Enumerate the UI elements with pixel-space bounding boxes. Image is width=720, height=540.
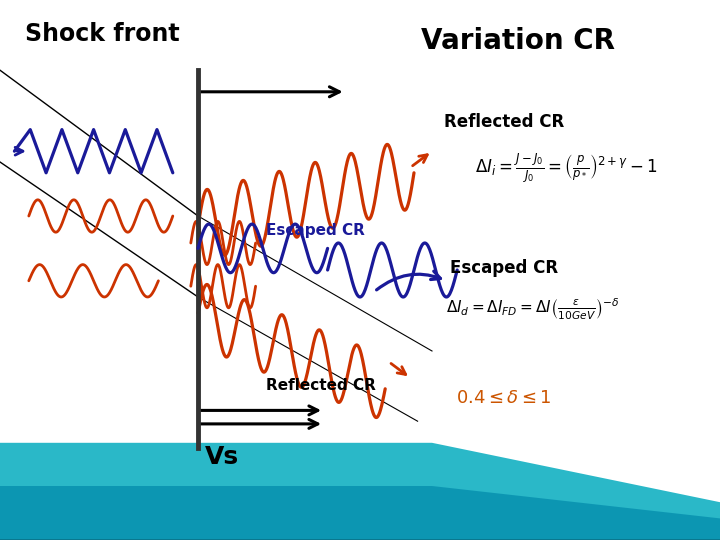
Polygon shape [0,443,720,540]
Text: $\Delta I_d = \Delta I_{FD} = \Delta I\left(\frac{\varepsilon}{10GeV}\right)^{-\: $\Delta I_d = \Delta I_{FD} = \Delta I\l… [446,297,620,322]
Polygon shape [0,486,720,540]
Text: Escaped CR: Escaped CR [450,259,558,277]
Text: Shock front: Shock front [25,22,180,45]
Text: Variation CR: Variation CR [421,27,616,55]
Text: $\Delta I_i = \frac{J - J_0}{J_0} = \left(\frac{p}{p_*}\right)^{2+\gamma} - 1$: $\Delta I_i = \frac{J - J_0}{J_0} = \lef… [475,151,658,185]
Text: Escaped CR: Escaped CR [266,222,365,238]
Text: $0.4 \leq \delta \leq 1$: $0.4 \leq \delta \leq 1$ [456,389,552,407]
Text: Reflected CR: Reflected CR [444,113,564,131]
Text: Vs: Vs [205,446,239,469]
Text: Reflected CR: Reflected CR [266,378,377,393]
